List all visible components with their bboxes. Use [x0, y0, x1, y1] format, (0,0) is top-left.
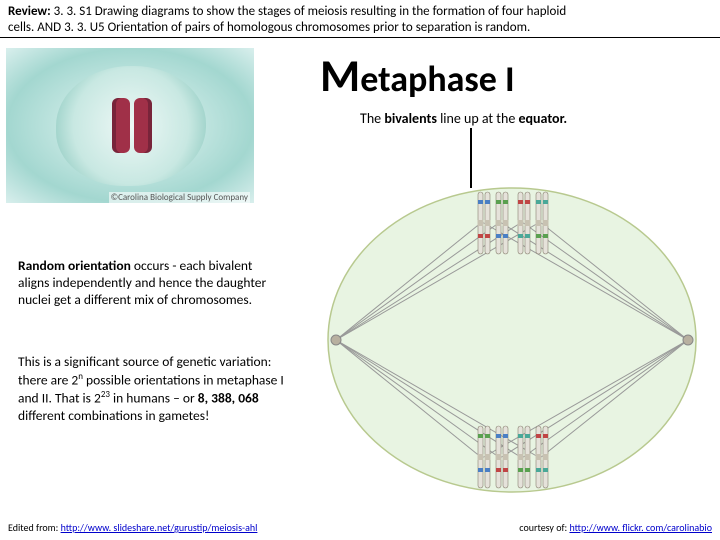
equator-pre: The — [360, 110, 384, 127]
micrograph: ©Carolina Biological Supply Company — [6, 48, 254, 213]
paragraph-random-orientation: Random orientation occurs - each bivalen… — [18, 258, 286, 309]
review-text1: 3. 3. S1 Drawing diagrams to show the st… — [51, 4, 566, 19]
footer-left: Edited from: http://www. slideshare.net/… — [8, 521, 257, 534]
para2-l4: different combinations in gametes! — [18, 407, 209, 424]
title-rest: etaphase I — [360, 57, 514, 101]
pointer-line — [470, 128, 472, 188]
micrograph-credit: ©Carolina Biological Supply Company — [109, 192, 250, 203]
footer-right: courtesy of: http://www. flickr. com/car… — [519, 521, 712, 534]
review-header: Review: 3. 3. S1 Drawing diagrams to sho… — [0, 0, 720, 38]
equator-b2: equator. — [518, 110, 567, 127]
review-text2: cells. AND 3. 3. U5 Orientation of pairs… — [8, 20, 530, 35]
footer-right-link[interactable]: http://www. flickr. com/carolinabio — [569, 521, 712, 534]
centrosome-right — [683, 335, 693, 345]
footer-right-label: courtesy of: — [519, 521, 569, 534]
micrograph-image: ©Carolina Biological Supply Company — [6, 48, 254, 203]
title-letter: M — [320, 48, 360, 104]
cell-diagram — [318, 180, 706, 500]
para2-bold: 8, 388, 068 — [198, 390, 259, 407]
page-title: Metaphase I — [320, 48, 515, 104]
review-label: Review: — [8, 4, 51, 19]
chromosome-icon — [116, 98, 130, 153]
footer-left-label: Edited from: — [8, 521, 61, 534]
chromosome-icon — [134, 98, 148, 153]
paragraph-genetic-variation: This is a significant source of genetic … — [18, 354, 286, 425]
para2-l3: in humans – or — [110, 390, 198, 407]
cell-blob — [56, 66, 206, 186]
footer-left-link[interactable]: http://www. slideshare.net/gurustip/meio… — [61, 521, 258, 534]
centrosome-left — [331, 335, 341, 345]
equator-mid: line up at the — [437, 110, 519, 127]
cell-membrane — [328, 188, 696, 492]
equator-b1: bivalents — [384, 110, 437, 127]
para2-sup2: 23 — [101, 389, 110, 400]
equator-caption: The bivalents line up at the equator. — [360, 110, 567, 127]
para1-bold: Random orientation — [18, 257, 131, 274]
